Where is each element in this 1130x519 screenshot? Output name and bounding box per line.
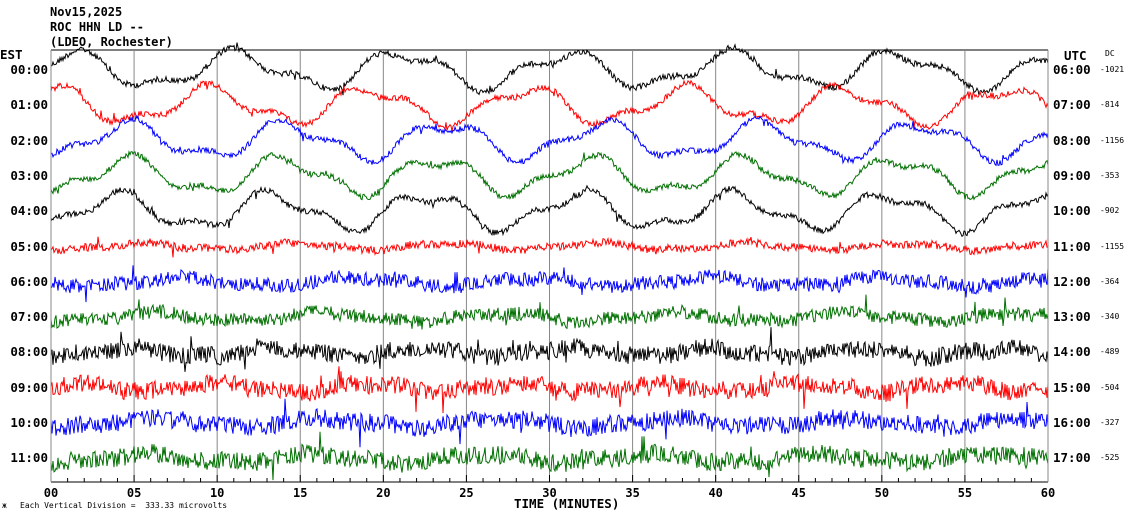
utc-time-label: 15:00 bbox=[1053, 379, 1091, 395]
utc-time-label: 10:00 bbox=[1053, 203, 1091, 219]
utc-time-label: 12:00 bbox=[1053, 273, 1091, 289]
seismic-trace-0400 bbox=[50, 184, 1049, 238]
utc-time-label: 09:00 bbox=[1053, 167, 1091, 183]
seismic-trace-0600 bbox=[50, 265, 1049, 303]
seismic-trace-0500 bbox=[50, 236, 1049, 258]
seismic-trace-0700 bbox=[50, 294, 1049, 330]
x-tick-label: 60 bbox=[1041, 486, 1055, 500]
x-tick-label: 25 bbox=[459, 486, 473, 500]
x-tick-label: 55 bbox=[958, 486, 972, 500]
x-tick-label: 00 bbox=[44, 486, 58, 500]
date-title: Nov15,2025 bbox=[50, 5, 123, 19]
seismic-trace-0900 bbox=[50, 366, 1049, 414]
est-time-label: 04:00 bbox=[10, 203, 48, 219]
dc-offset-value: -489 bbox=[1100, 347, 1120, 357]
dc-offset-value: -353 bbox=[1100, 170, 1120, 180]
x-tick-label: 30 bbox=[542, 486, 556, 500]
utc-time-label: 17:00 bbox=[1053, 450, 1091, 466]
x-tick-label: 20 bbox=[376, 486, 390, 500]
x-tick-label: 45 bbox=[792, 486, 806, 500]
seismic-trace-0800 bbox=[50, 327, 1049, 372]
est-time-label: 09:00 bbox=[10, 379, 48, 395]
utc-time-label: 13:00 bbox=[1053, 309, 1091, 325]
dc-offset-value: -814 bbox=[1100, 100, 1120, 110]
seismic-trace-1100 bbox=[50, 431, 1049, 481]
dc-offset-value: -525 bbox=[1100, 453, 1120, 463]
utc-time-label: 11:00 bbox=[1053, 238, 1091, 254]
est-time-label: 06:00 bbox=[10, 273, 48, 289]
est-time-label: 11:00 bbox=[10, 450, 48, 466]
seismic-trace-1000 bbox=[50, 398, 1049, 448]
seismic-trace-0200 bbox=[50, 114, 1049, 167]
x-tick-label: 05 bbox=[127, 486, 141, 500]
dc-offset-value: -1155 bbox=[1100, 241, 1125, 251]
x-tick-label: 40 bbox=[708, 486, 722, 500]
dc-offset-value: -504 bbox=[1100, 382, 1120, 392]
x-tick-label: 10 bbox=[210, 486, 224, 500]
dc-offset-value: -340 bbox=[1100, 312, 1120, 322]
dc-axis-label: DC bbox=[1105, 49, 1115, 58]
est-time-label: 07:00 bbox=[10, 309, 48, 325]
dc-offset-value: -364 bbox=[1100, 276, 1120, 286]
utc-axis-label: UTC bbox=[1064, 48, 1087, 63]
scale-note: Each Vertical Division = 333.33 microvol… bbox=[20, 501, 228, 510]
est-axis-label: EST bbox=[0, 47, 23, 62]
network-title: (LDEO, Rochester) bbox=[50, 35, 173, 49]
est-time-label: 08:00 bbox=[10, 344, 48, 360]
dc-offset-value: -902 bbox=[1100, 206, 1120, 216]
station-title: ROC HHN LD -- bbox=[50, 20, 144, 34]
x-axis-title: TIME (MINUTES) bbox=[514, 496, 620, 511]
est-time-label: 02:00 bbox=[10, 132, 48, 148]
dc-offset-value: -327 bbox=[1100, 418, 1120, 427]
seismic-trace-0100 bbox=[50, 79, 1049, 132]
seismic-trace-0000 bbox=[50, 42, 1049, 96]
utc-time-label: 07:00 bbox=[1053, 97, 1091, 113]
x-tick-label: 15 bbox=[293, 486, 307, 500]
utc-time-label: 14:00 bbox=[1053, 344, 1091, 360]
x-tick-label: 35 bbox=[625, 486, 639, 500]
dc-offset-value: -1021 bbox=[1100, 65, 1125, 74]
utc-time-label: 08:00 bbox=[1053, 132, 1091, 148]
est-time-label: 00:00 bbox=[10, 62, 48, 77]
seismic-trace-0300 bbox=[50, 150, 1049, 201]
utc-time-label: 06:00 bbox=[1053, 62, 1091, 77]
est-time-label: 03:00 bbox=[10, 167, 48, 183]
est-time-label: 10:00 bbox=[10, 415, 48, 430]
utc-time-label: 16:00 bbox=[1053, 415, 1091, 430]
scale-icon: ж bbox=[2, 501, 7, 510]
est-time-label: 05:00 bbox=[10, 238, 48, 254]
x-tick-label: 50 bbox=[875, 486, 889, 500]
est-time-label: 01:00 bbox=[10, 97, 48, 113]
dc-offset-value: -1156 bbox=[1100, 135, 1125, 145]
